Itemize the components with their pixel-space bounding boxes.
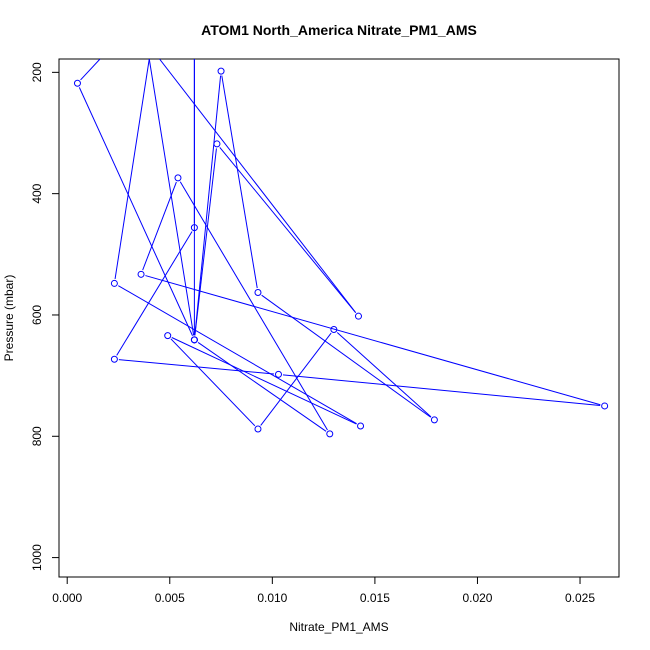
y-tick-label: 200 [30, 62, 44, 82]
series-segment [282, 374, 601, 407]
series-segment [171, 337, 357, 425]
data-point [190, 336, 198, 344]
data-point [73, 79, 81, 87]
data-point [430, 416, 438, 424]
series-segment [116, 231, 193, 356]
series-segment [118, 359, 275, 375]
plot-area [73, 59, 609, 438]
data-point [330, 326, 338, 334]
data-point [110, 355, 118, 363]
data-point [254, 289, 262, 297]
x-tick-label: 0.005 [155, 591, 185, 605]
plot-frame [58, 58, 620, 578]
x-tick-label: 0.015 [360, 591, 390, 605]
y-tick-label: 400 [30, 183, 44, 203]
data-point [354, 312, 362, 320]
data-point [190, 224, 198, 232]
series-segment [194, 75, 222, 336]
data-point [601, 402, 609, 410]
data-point [213, 140, 221, 148]
series-segment [170, 338, 256, 427]
y-axis: 200 400 600 800 1000 [30, 62, 60, 571]
series-segment [114, 59, 150, 280]
data-point [274, 370, 282, 378]
data-point [326, 430, 334, 438]
data-point [137, 270, 145, 278]
data-point [357, 422, 365, 430]
series-segment [80, 59, 101, 81]
series-segment [118, 285, 357, 425]
data-point [217, 67, 225, 75]
series-segment [78, 87, 193, 336]
chart-title: ATOM1 North_America Nitrate_PM1_AMS [201, 22, 477, 38]
series-segment [197, 341, 327, 432]
y-tick-label: 600 [30, 305, 44, 325]
x-tick-label: 0.020 [462, 591, 492, 605]
series-segment [219, 147, 357, 314]
series-segment [336, 332, 432, 418]
data-point [110, 279, 118, 287]
series-segment [142, 181, 177, 271]
series-segment [194, 148, 217, 336]
series-segment [159, 59, 357, 313]
y-tick-label: 1000 [30, 544, 44, 571]
x-tick-label: 0.025 [565, 591, 595, 605]
data-point [254, 425, 262, 433]
data-point [164, 332, 172, 340]
series-segment [221, 75, 258, 289]
data-point [174, 174, 182, 182]
series-segment [261, 294, 432, 418]
x-axis: 0.000 0.005 0.010 0.015 0.020 0.025 [52, 576, 595, 605]
x-tick-label: 0.010 [257, 591, 287, 605]
y-tick-label: 800 [30, 426, 44, 446]
series [73, 59, 609, 438]
x-axis-label: Nitrate_PM1_AMS [289, 620, 388, 634]
series-segment [148, 59, 195, 336]
series-segment [145, 275, 601, 406]
y-axis-label: Pressure (mbar) [2, 275, 16, 362]
x-tick-label: 0.000 [52, 591, 82, 605]
series-segment [260, 332, 332, 426]
